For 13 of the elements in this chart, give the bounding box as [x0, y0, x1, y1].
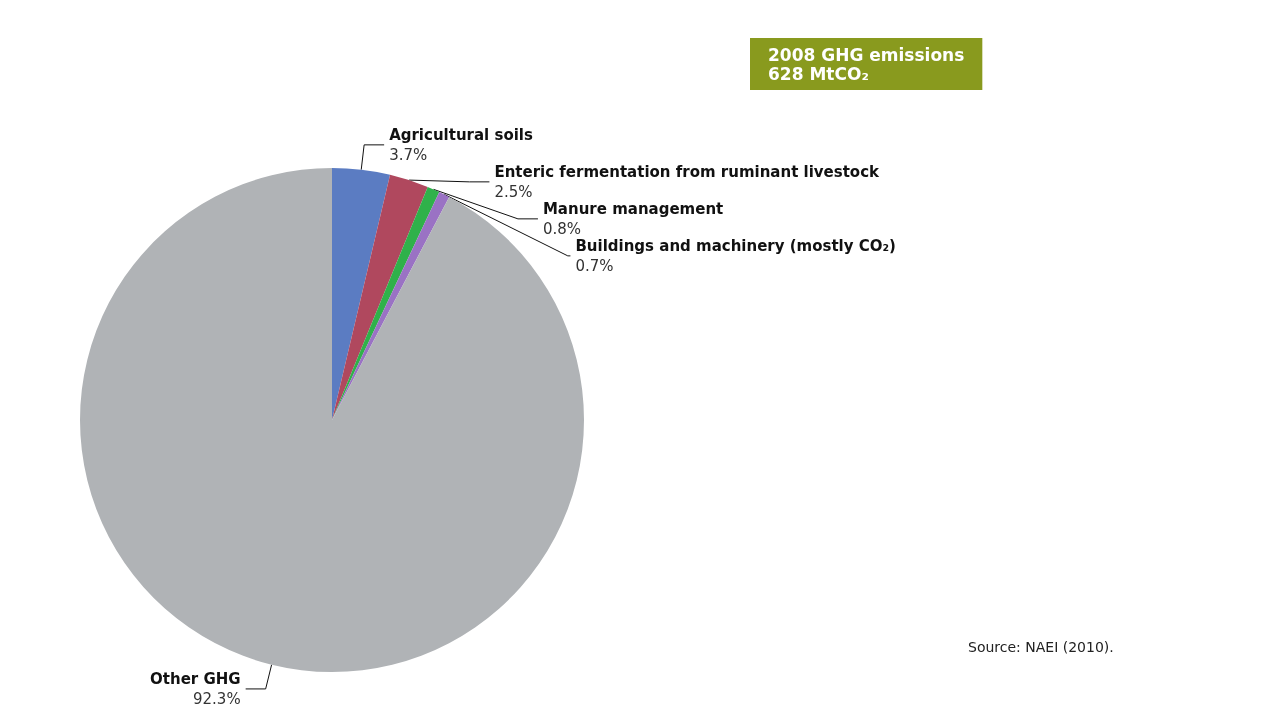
- data-label: 92.3%: [192, 689, 241, 708]
- slice-label: Other GHG: [150, 669, 241, 688]
- slice-label: Manure management: [542, 199, 724, 218]
- source-note: Source: NAEI (2010).: [968, 639, 1114, 655]
- data-label: 2.5%: [494, 182, 533, 201]
- chart-subtitle: 628 MtCO₂: [768, 63, 869, 84]
- slice-label: Enteric fermentation from ruminant livestock: [494, 162, 881, 181]
- slice-label: Buildings and machinery (mostly CO₂): [575, 236, 896, 255]
- slice-label: Agricultural soils: [389, 125, 533, 144]
- chart-title: 2008 GHG emissions: [768, 44, 965, 65]
- data-label: 0.8%: [542, 219, 582, 238]
- data-label: 0.7%: [575, 256, 614, 275]
- data-label: 3.7%: [389, 145, 428, 164]
